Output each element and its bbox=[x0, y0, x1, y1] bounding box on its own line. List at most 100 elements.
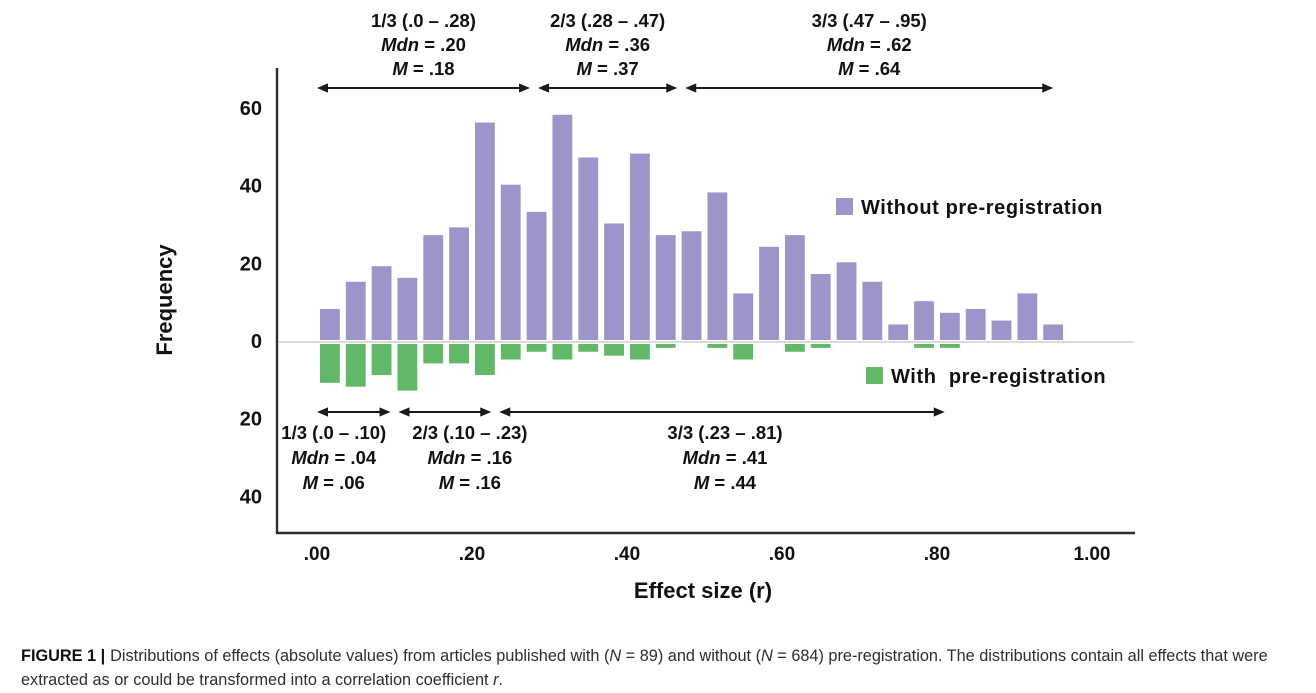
bottom-range-arrow-2-head-right bbox=[480, 407, 492, 417]
top-annotation-3-range: 3/3 (.47 – .95) bbox=[812, 10, 927, 31]
bottom-annotation-3-mdn: Mdn = .41 bbox=[683, 447, 768, 468]
bar-without bbox=[423, 235, 444, 340]
bar-with bbox=[371, 344, 392, 376]
figure-caption-label: FIGURE 1 | bbox=[21, 647, 106, 665]
bar-without bbox=[320, 308, 340, 340]
bar-without bbox=[759, 246, 779, 340]
bar-without bbox=[604, 223, 624, 340]
x-tick-label: .20 bbox=[459, 544, 485, 565]
bar-with bbox=[629, 344, 650, 360]
bottom-annotation-3-mean: M = .44 bbox=[694, 472, 757, 493]
bottom-annotation-2-range: 2/3 (.10 – .23) bbox=[412, 422, 527, 443]
bar-with bbox=[655, 344, 676, 348]
bottom-annotation-2-mdn: Mdn = .16 bbox=[427, 447, 512, 468]
top-range-arrow-3-head-left bbox=[685, 83, 697, 93]
bar-with bbox=[810, 344, 831, 348]
bar-without bbox=[397, 277, 418, 340]
bar-with bbox=[500, 344, 521, 360]
top-annotation-3-mean: M = .64 bbox=[838, 58, 901, 79]
bottom-range-arrow-3-head-left bbox=[499, 407, 511, 417]
bar-with bbox=[397, 344, 418, 391]
bar-with bbox=[474, 344, 495, 376]
bottom-range-arrow-1-head-left bbox=[317, 407, 328, 417]
bar-with bbox=[707, 344, 728, 348]
bar-with bbox=[733, 344, 754, 360]
bottom-range-arrow-3-head-right bbox=[933, 407, 945, 417]
bar-without bbox=[1043, 324, 1064, 340]
figure-caption-text: Distributions of effects (absolute value… bbox=[21, 647, 1268, 689]
bar-without bbox=[991, 320, 1012, 340]
x-axis-title: Effect size (r) bbox=[634, 578, 772, 603]
top-annotation-1-mean: M = .18 bbox=[392, 58, 454, 79]
x-tick-label: 1.00 bbox=[1074, 544, 1111, 565]
bar-without bbox=[810, 273, 831, 340]
bottom-annotation-1-range: 1/3 (.0 – .10) bbox=[281, 422, 386, 443]
bar-without bbox=[914, 301, 934, 340]
bottom-range-arrow-2-head-left bbox=[398, 407, 410, 417]
figure-caption: FIGURE 1 | Distributions of effects (abso… bbox=[21, 645, 1294, 692]
bar-with bbox=[526, 344, 547, 352]
bar-with bbox=[345, 344, 366, 387]
top-annotation-3-mdn: Mdn = .62 bbox=[827, 34, 912, 55]
y-tick-label: 40 bbox=[240, 486, 262, 508]
bar-without bbox=[629, 153, 650, 340]
bar-with bbox=[604, 344, 624, 356]
legend-label-with: With pre-registration bbox=[891, 366, 1106, 388]
bar-without bbox=[578, 157, 599, 340]
top-annotation-2-mean: M = .37 bbox=[577, 58, 639, 79]
top-range-arrow-2-head-left bbox=[538, 83, 549, 93]
bar-with bbox=[578, 344, 599, 352]
bar-with bbox=[939, 344, 960, 348]
top-annotation-2-range: 2/3 (.28 – .47) bbox=[550, 10, 665, 31]
y-tick-label: 20 bbox=[240, 253, 262, 275]
y-tick-label: 40 bbox=[240, 176, 262, 198]
bar-without bbox=[526, 211, 547, 340]
bar-with bbox=[914, 344, 934, 348]
bar-without bbox=[965, 308, 986, 340]
bar-without bbox=[552, 114, 573, 340]
bar-without bbox=[474, 122, 495, 340]
bar-without bbox=[449, 227, 469, 340]
legend-swatch-with bbox=[866, 367, 883, 384]
y-tick-label: 0 bbox=[251, 331, 262, 353]
x-tick-label: .00 bbox=[304, 544, 330, 565]
bar-with bbox=[320, 344, 340, 383]
x-tick-label: .60 bbox=[769, 544, 795, 565]
y-tick-label: 20 bbox=[240, 409, 262, 431]
x-tick-label: .80 bbox=[924, 544, 950, 565]
bar-without bbox=[939, 312, 960, 340]
top-annotation-2-mdn: Mdn = .36 bbox=[565, 34, 650, 55]
x-tick-label: .40 bbox=[614, 544, 640, 565]
bar-without bbox=[655, 235, 676, 340]
bottom-annotation-1-mdn: Mdn = .04 bbox=[291, 447, 377, 468]
top-range-arrow-1-head-left bbox=[317, 83, 328, 93]
bar-without bbox=[1017, 293, 1038, 340]
bar-without bbox=[888, 324, 909, 340]
bar-without bbox=[836, 262, 857, 340]
bottom-annotation-2-mean: M = .16 bbox=[439, 472, 501, 493]
top-range-arrow-1-head-right bbox=[519, 83, 530, 93]
bar-without bbox=[784, 235, 805, 340]
bar-without bbox=[862, 281, 883, 340]
histogram-chart: 60 40 20 0 20 40 .00 .20 .40 .60 .80 1.00 Frequency E… bbox=[152, 10, 1135, 603]
bottom-annotation-1-mean: M = .06 bbox=[303, 472, 365, 493]
y-tick-label: 60 bbox=[240, 98, 262, 120]
bottom-annotation-3-range: 3/3 (.23 – .81) bbox=[667, 422, 782, 443]
legend-swatch-without bbox=[836, 198, 853, 215]
bar-without bbox=[500, 184, 521, 340]
bar-without bbox=[681, 231, 702, 340]
top-range-arrow-2-head-right bbox=[666, 83, 678, 93]
bar-with bbox=[423, 344, 444, 364]
bottom-range-arrow-1-head-right bbox=[379, 407, 391, 417]
bar-without bbox=[371, 266, 392, 340]
bar-without bbox=[733, 293, 754, 340]
top-annotation-1-mdn: Mdn = .20 bbox=[381, 34, 466, 55]
top-range-arrow-3-head-right bbox=[1042, 83, 1054, 93]
y-axis-title: Frequency bbox=[152, 244, 177, 356]
top-annotation-1-range: 1/3 (.0 – .28) bbox=[371, 10, 476, 31]
bar-with bbox=[552, 344, 573, 360]
bar-without bbox=[345, 281, 366, 340]
bar-without bbox=[707, 192, 728, 340]
bar-with bbox=[449, 344, 469, 364]
bar-with bbox=[784, 344, 805, 352]
